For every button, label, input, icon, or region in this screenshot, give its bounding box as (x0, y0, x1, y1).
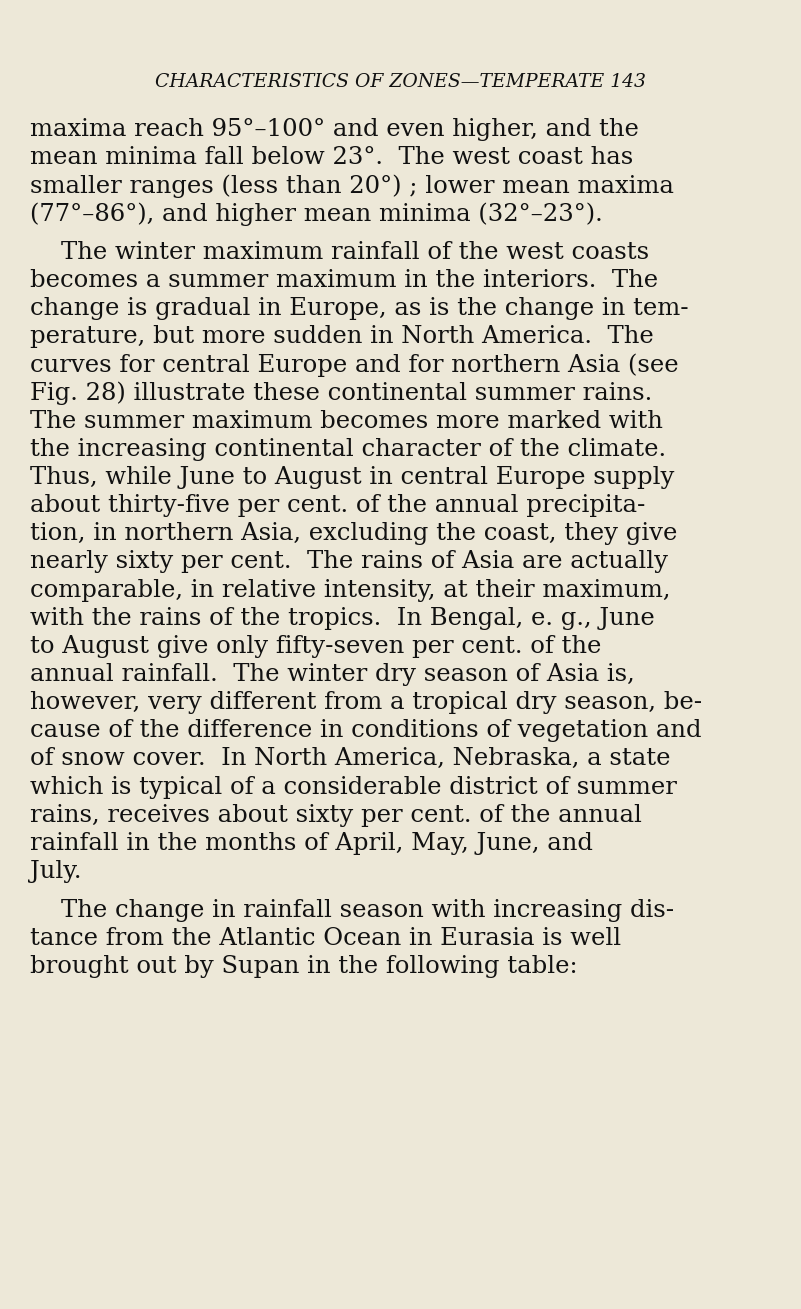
Text: cause of the difference in conditions of vegetation and: cause of the difference in conditions of… (30, 719, 702, 742)
Text: tion, in northern Asia, excluding the coast, they give: tion, in northern Asia, excluding the co… (30, 522, 678, 546)
Text: of snow cover.  In North America, Nebraska, a state: of snow cover. In North America, Nebrask… (30, 747, 671, 771)
Text: (77°–86°), and higher mean minima (32°–23°).: (77°–86°), and higher mean minima (32°–2… (30, 202, 603, 225)
Text: rainfall in the months of April, May, June, and: rainfall in the months of April, May, Ju… (30, 831, 594, 855)
Text: with the rains of the tropics.  In Bengal, e. g., June: with the rains of the tropics. In Bengal… (30, 606, 655, 630)
Text: mean minima fall below 23°.  The west coast has: mean minima fall below 23°. The west coa… (30, 145, 634, 169)
Text: maxima reach 95°–100° and even higher, and the: maxima reach 95°–100° and even higher, a… (30, 118, 639, 141)
Text: which is typical of a considerable district of summer: which is typical of a considerable distr… (30, 775, 678, 798)
Text: to August give only fifty-seven per cent. of the: to August give only fifty-seven per cent… (30, 635, 602, 658)
Text: The change in rainfall season with increasing dis-: The change in rainfall season with incre… (30, 898, 674, 922)
Text: CHARACTERISTICS OF ZONES—TEMPERATE 143: CHARACTERISTICS OF ZONES—TEMPERATE 143 (155, 73, 646, 92)
Text: becomes a summer maximum in the interiors.  The: becomes a summer maximum in the interior… (30, 268, 658, 292)
Text: Thus, while June to August in central Europe supply: Thus, while June to August in central Eu… (30, 466, 674, 490)
Text: perature, but more sudden in North America.  The: perature, but more sudden in North Ameri… (30, 325, 654, 348)
Text: The summer maximum becomes more marked with: The summer maximum becomes more marked w… (30, 410, 663, 433)
Text: curves for central Europe and for northern Asia (see: curves for central Europe and for northe… (30, 353, 679, 377)
Text: the increasing continental character of the climate.: the increasing continental character of … (30, 437, 666, 461)
Text: rains, receives about sixty per cent. of the annual: rains, receives about sixty per cent. of… (30, 804, 642, 827)
Text: annual rainfall.  The winter dry season of Asia is,: annual rainfall. The winter dry season o… (30, 662, 635, 686)
Text: however, very different from a tropical dry season, be-: however, very different from a tropical … (30, 691, 702, 715)
Text: about thirty-five per cent. of the annual precipita-: about thirty-five per cent. of the annua… (30, 493, 646, 517)
Text: Fig. 28) illustrate these continental summer rains.: Fig. 28) illustrate these continental su… (30, 381, 653, 404)
Text: tance from the Atlantic Ocean in Eurasia is well: tance from the Atlantic Ocean in Eurasia… (30, 927, 622, 950)
Text: change is gradual in Europe, as is the change in tem-: change is gradual in Europe, as is the c… (30, 297, 689, 321)
Text: brought out by Supan in the following table:: brought out by Supan in the following ta… (30, 954, 578, 978)
Text: smaller ranges (less than 20°) ; lower mean maxima: smaller ranges (less than 20°) ; lower m… (30, 174, 674, 198)
Text: The winter maximum rainfall of the west coasts: The winter maximum rainfall of the west … (30, 241, 650, 264)
Text: comparable, in relative intensity, at their maximum,: comparable, in relative intensity, at th… (30, 579, 671, 602)
Text: July.: July. (30, 860, 82, 884)
Text: nearly sixty per cent.  The rains of Asia are actually: nearly sixty per cent. The rains of Asia… (30, 550, 669, 573)
